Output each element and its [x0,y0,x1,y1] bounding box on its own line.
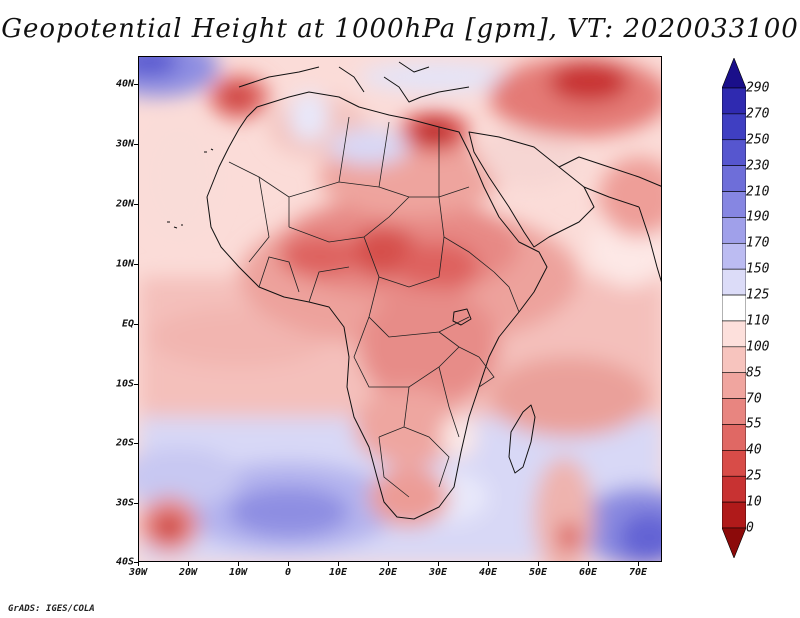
lon-tick [138,562,139,566]
colorbar-segment [722,87,746,115]
colorbar-cap-top [722,58,746,89]
colorbar-segments [722,58,746,558]
lon-label: 20W [178,567,198,578]
lat-label: 40S [115,556,134,568]
lon-tick [488,562,489,566]
colorbar-label: 230 [746,158,770,174]
colorbar-segment [722,372,746,399]
colorbar-label: 40 [746,442,762,458]
lat-label: EQ [121,318,134,330]
lat-label: 20S [115,437,134,449]
colorbar-segment [722,320,746,348]
lat-tick [134,443,138,444]
colorbar-label: 210 [746,184,770,200]
lat-label: 10N [115,258,134,270]
lat-tick [134,384,138,385]
lon-tick [288,562,289,566]
lon-label: 10E [328,567,348,578]
lon-tick [188,562,189,566]
lat-tick [134,144,138,145]
lat-tick [134,264,138,265]
lat-tick [134,324,138,325]
lon-label: 10W [228,567,248,578]
colorbar-label: 70 [746,391,762,407]
lon-label: 60E [578,567,598,578]
colorbar-segment [722,165,746,192]
colorbar-label: 0 [746,520,754,536]
colorbar-label: 10 [746,494,762,510]
colorbar-label: 110 [746,313,770,329]
lon-tick [538,562,539,566]
lat-tick [134,204,138,205]
country-borders [228,116,520,498]
lon-label: 20E [378,567,398,578]
colorbar-segment [722,475,746,503]
lon-label: 30W [128,567,148,578]
colorbar-segment [722,191,746,218]
colorbar-label: 190 [746,209,770,225]
lon-tick [438,562,439,566]
colorbar-label: 170 [746,235,770,251]
height-field [139,57,661,561]
map-svg [139,57,661,561]
colorbar-label: 85 [746,365,762,381]
colorbar-cap-bottom [722,527,746,558]
lat-label: 30S [115,497,134,509]
colorbar-segment [722,346,746,374]
coastlines [167,61,661,520]
colorbar-segment [722,268,746,296]
lon-tick [238,562,239,566]
colorbar-label: 250 [746,132,770,148]
colorbar-segment [722,450,746,477]
colorbar-label: 125 [746,287,770,303]
map-panel [138,56,662,562]
colorbar-segment [722,501,746,529]
lon-tick [338,562,339,566]
lon-label: 50E [528,567,548,578]
lon-tick [638,562,639,566]
lon-label: 70E [628,567,648,578]
lon-label: 40E [478,567,498,578]
lon-label: 30E [428,567,448,578]
colorbar-segment [722,294,746,322]
colorbar-segment [722,398,746,425]
colorbar-segment [722,217,746,244]
colorbar-segment [722,139,746,166]
chart-title: Geopotential Height at 1000hPa [gpm], VT… [1,14,799,44]
credit-text: GrADS: IGES/COLA [8,604,95,614]
lat-label: 20N [115,198,134,210]
colorbar-label: 55 [746,416,762,432]
lon-label: 0 [284,567,292,578]
lat-tick [134,562,138,563]
lat-label: 10S [115,378,134,390]
colorbar-label: 25 [746,468,762,484]
lat-label: 40N [115,78,134,90]
lat-tick [134,503,138,504]
colorbar-label: 290 [746,80,770,96]
colorbar-label: 270 [746,106,770,122]
lon-tick [588,562,589,566]
lat-tick [134,84,138,85]
colorbar-segment [722,424,746,451]
colorbar-label: 100 [746,339,770,355]
lon-tick [388,562,389,566]
colorbar [722,58,746,558]
colorbar-label: 150 [746,261,770,277]
colorbar-segment [722,113,746,141]
lat-label: 30N [115,138,134,150]
colorbar-segment [722,242,746,270]
